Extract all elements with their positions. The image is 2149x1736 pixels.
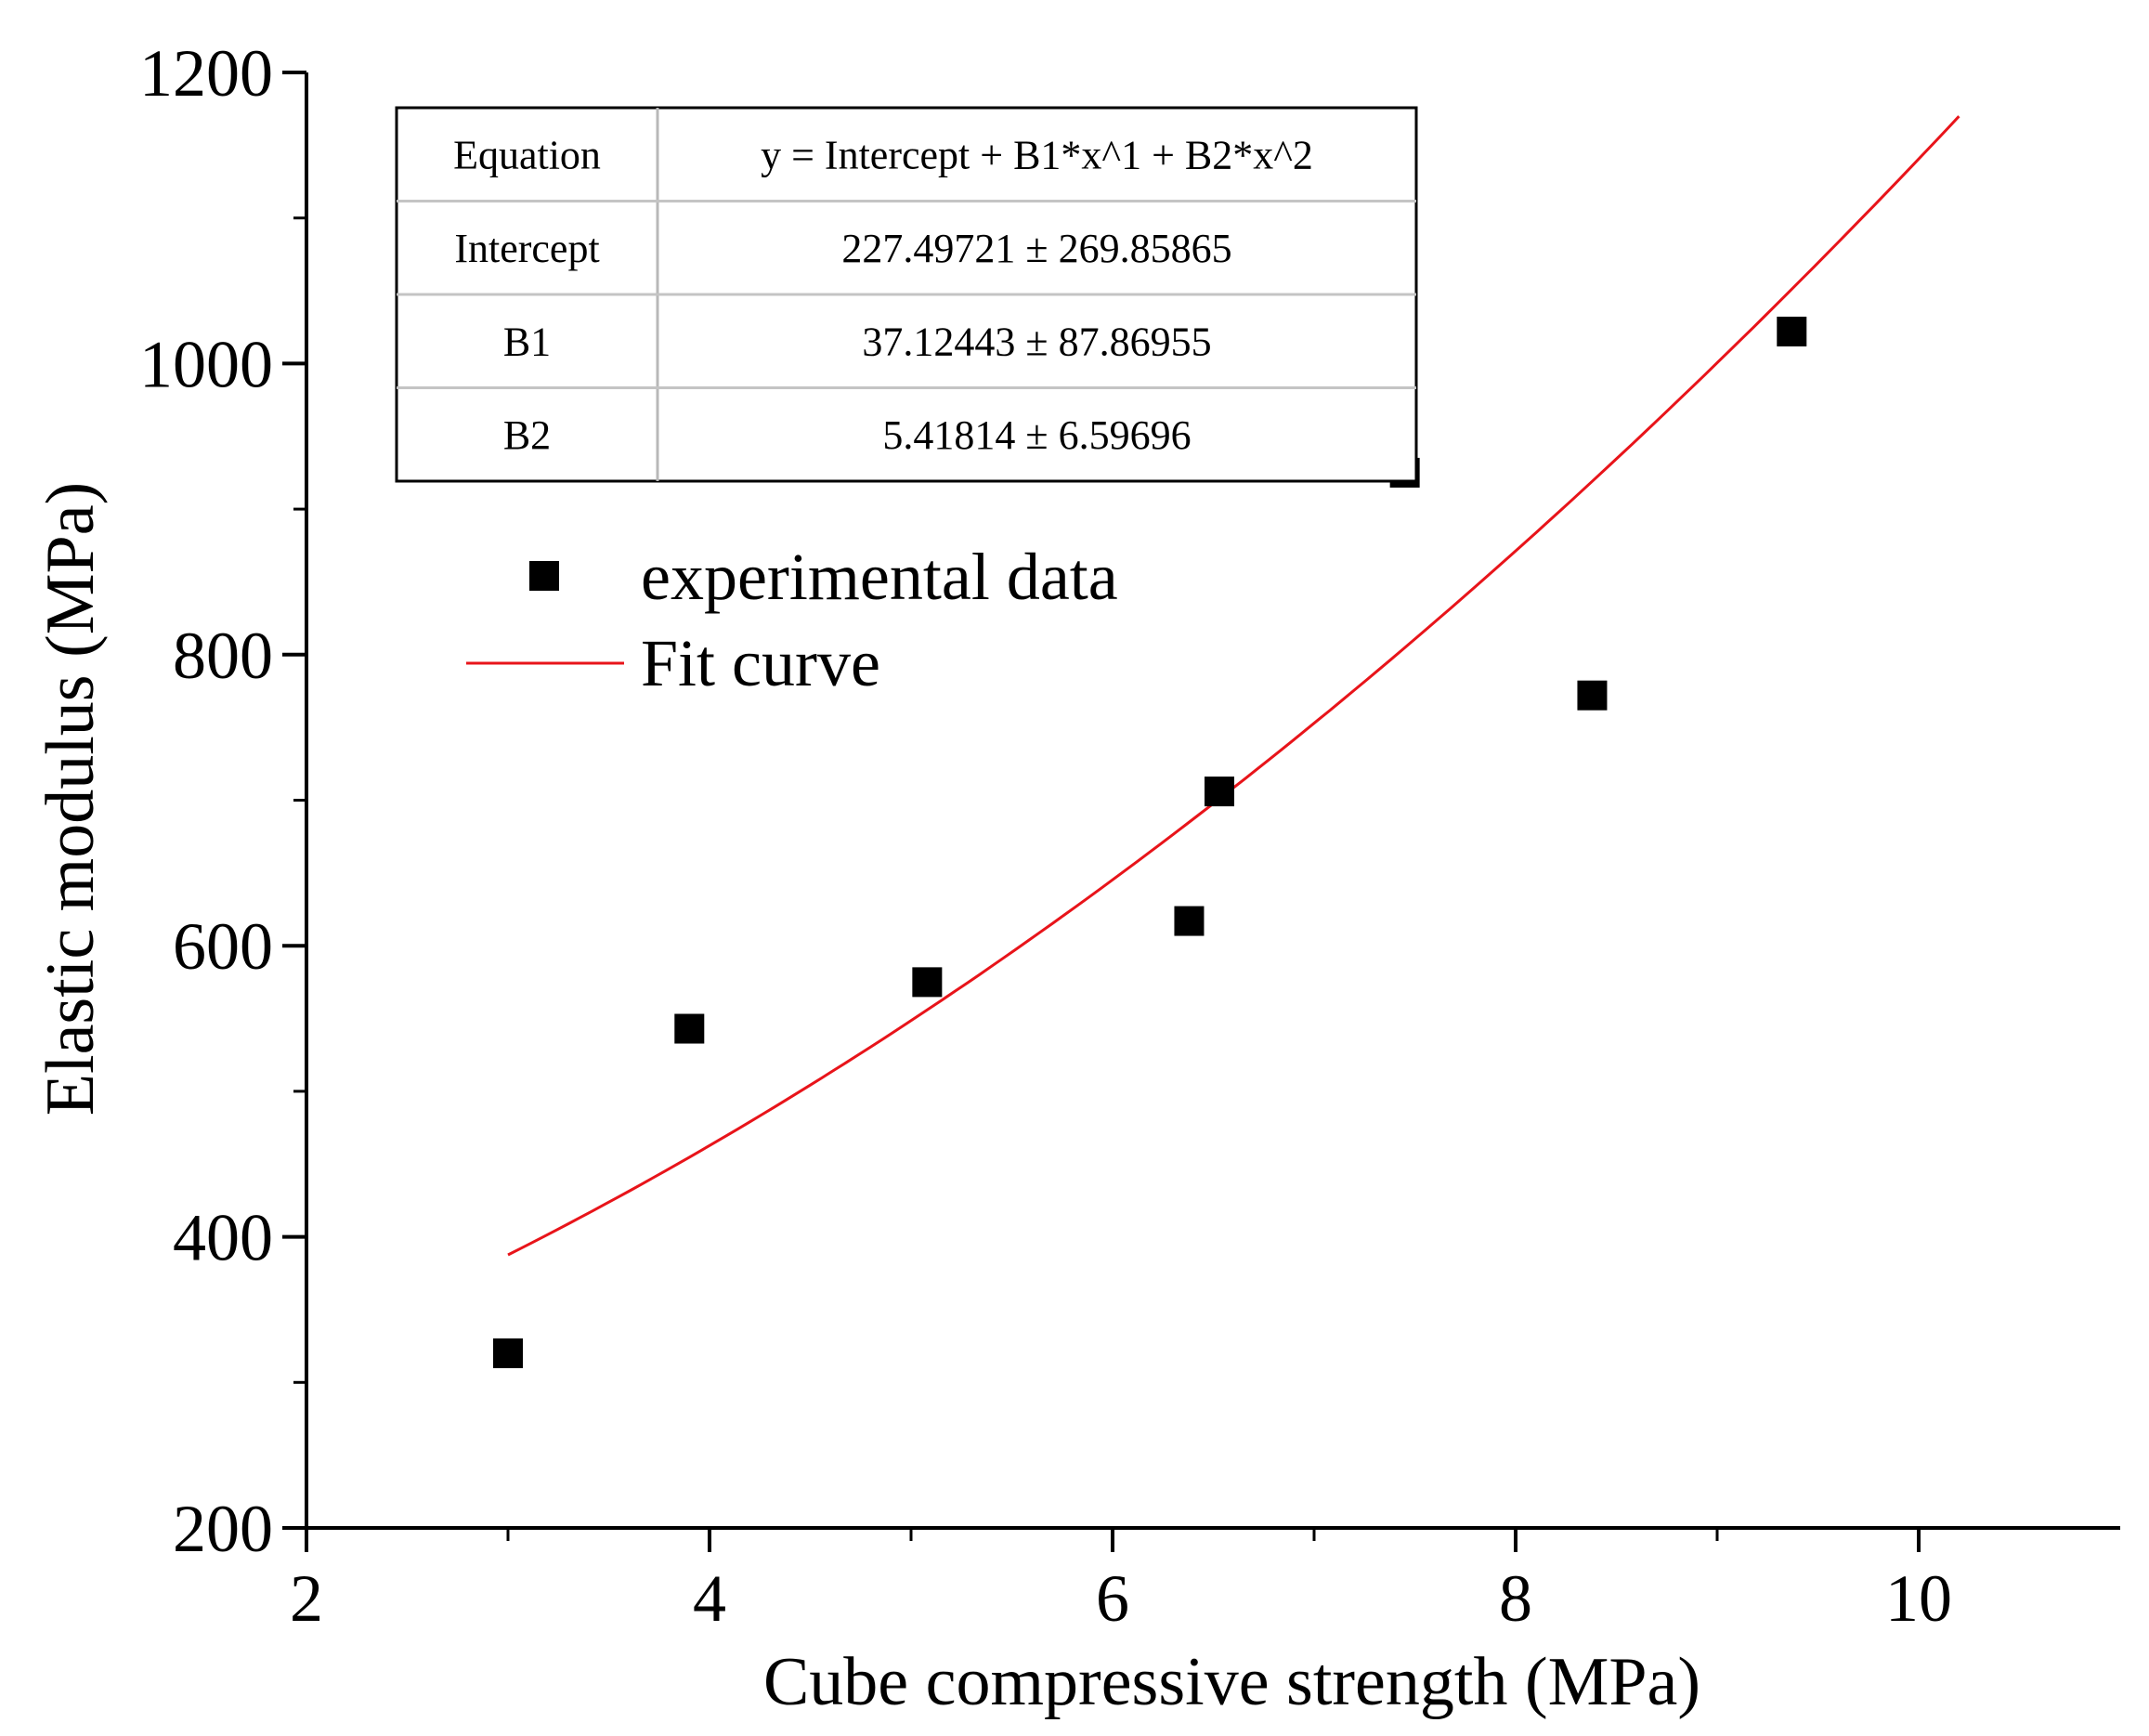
data-points [493,316,1807,1368]
table-cell-value: y = Intercept + B1*x^1 + B2*x^2 [761,132,1313,177]
y-tick-label: 200 [173,1492,273,1566]
legend: experimental data Fit curve [466,540,1118,700]
x-tick-label: 2 [290,1561,323,1636]
table-cell-value: 37.12443 ± 87.86955 [862,319,1211,364]
table-cell-name: Intercept [454,226,599,271]
table-cell-value: 227.49721 ± 269.85865 [841,226,1231,271]
data-point [1577,680,1608,711]
y-tick-label: 400 [173,1201,273,1275]
y-tick-label: 800 [173,619,273,693]
data-point [674,1013,705,1044]
x-tick-label: 10 [1885,1561,1952,1636]
legend-label-experimental: experimental data [641,540,1118,614]
table-cell-value: 5.41814 ± 6.59696 [882,412,1191,458]
x-tick-label: 8 [1499,1561,1532,1636]
x-tick-label: 4 [693,1561,726,1636]
data-point [1777,316,1807,346]
legend-label-fit: Fit curve [641,626,880,700]
data-point [1174,906,1205,936]
y-tick-label: 1200 [139,36,273,111]
y-axis-title: Elastic modulus (MPa) [33,482,109,1116]
table-cell-name: B2 [503,412,551,458]
fit-parameter-table: Equation y = Intercept + B1*x^1 + B2*x^2 I… [395,106,1418,483]
x-axis-title: Cube compressive strength (MPa) [763,1644,1700,1720]
legend-marker-experimental [529,561,559,591]
y-tick-label: 1000 [139,327,273,401]
table-cell-name: B1 [503,319,551,364]
table-cell-name: Equation [453,132,601,177]
axes: 2 4 6 8 10 200 400 600 800 1000 1200 Cube compressi… [33,36,2120,1720]
data-point [1205,777,1235,807]
data-point [493,1338,523,1368]
y-tick-label: 600 [173,909,273,984]
x-tick-label: 6 [1096,1561,1129,1636]
data-point [912,967,943,998]
